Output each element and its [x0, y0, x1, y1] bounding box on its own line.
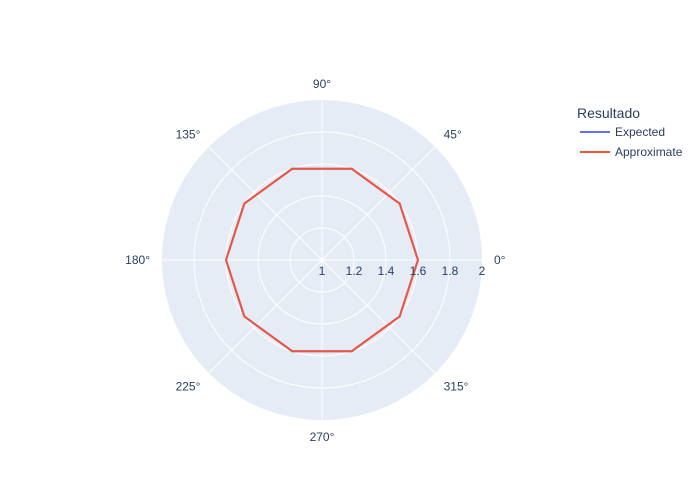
legend-item-approximate[interactable]: Approximate — [580, 145, 683, 159]
angular-grid-lines — [162, 100, 482, 420]
angular-grid-line — [208, 146, 323, 261]
series-line-approximate[interactable] — [225, 167, 419, 353]
legend-label-approximate: Approximate — [615, 145, 683, 159]
angular-tick-label: 0° — [494, 253, 506, 267]
angular-tick-label: 90° — [313, 77, 331, 91]
legend-title: Resultado — [577, 105, 640, 121]
legend: Resultado Expected Approximate — [577, 105, 683, 159]
radial-tick-labels: 1 1.2 1.4 1.6 1.8 2 — [319, 264, 486, 278]
angular-tick-label: 180° — [125, 253, 150, 267]
angular-tick-label: 315° — [444, 380, 469, 394]
angular-tick-labels: 0° 45° 90° 135° 180° 225° 270° 315° — [125, 77, 506, 444]
legend-label-expected: Expected — [615, 125, 665, 139]
angular-grid-line — [208, 259, 323, 374]
angular-tick-label: 135° — [176, 127, 201, 141]
angular-grid-line — [321, 259, 436, 374]
radial-tick-label: 1.4 — [378, 264, 395, 278]
radial-tick-label: 1.2 — [346, 264, 363, 278]
radial-tick-label: 2 — [479, 264, 486, 278]
angular-tick-label: 45° — [444, 127, 462, 141]
radial-tick-label: 1 — [319, 264, 326, 278]
radial-tick-label: 1.6 — [410, 264, 427, 278]
radial-tick-label: 1.8 — [442, 264, 459, 278]
angular-grid-line — [321, 146, 436, 261]
angular-tick-label: 270° — [310, 430, 335, 444]
angular-tick-label: 225° — [176, 380, 201, 394]
legend-item-expected[interactable]: Expected — [580, 125, 665, 139]
series-layer — [225, 167, 419, 353]
